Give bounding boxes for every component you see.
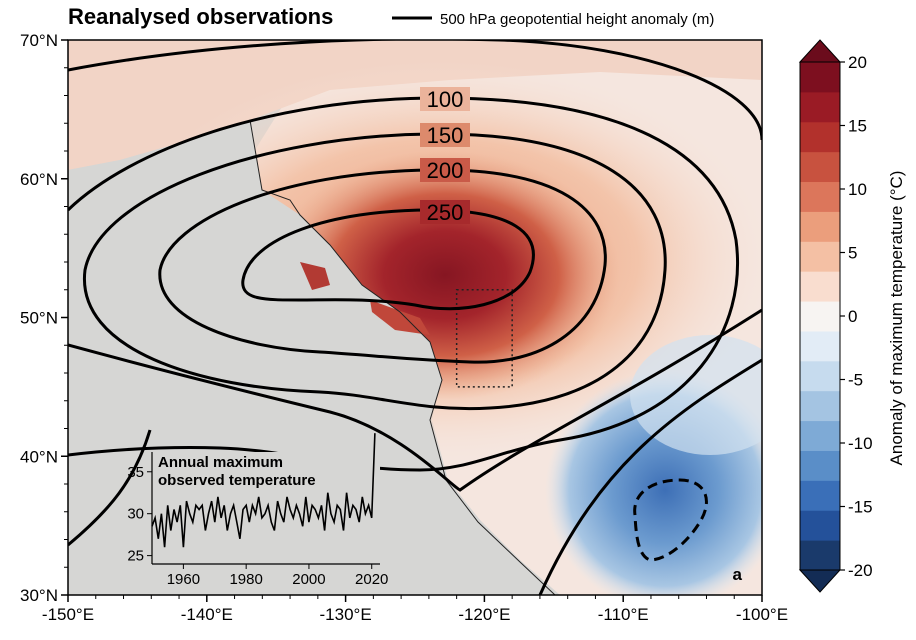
colorbar-tick-label: -15 [848, 498, 873, 517]
colorbar-segment [800, 540, 840, 571]
colorbar-tick-label: 0 [848, 307, 857, 326]
contour-50b [68, 308, 762, 492]
colorbar-segment [800, 181, 840, 212]
contour-label-200: 200 [427, 158, 464, 183]
highlight-box [455, 289, 513, 388]
colorbar-segment [800, 62, 840, 93]
contour-label-150: 150 [427, 123, 464, 148]
inset-series-line [151, 433, 376, 548]
colorbar-tick-label: 20 [848, 53, 867, 72]
legend-label: 500 hPa geopotential height anomaly (m) [440, 11, 714, 28]
contour-250 [241, 208, 535, 311]
contour-50 [68, 40, 762, 141]
contour-label-100: 100 [427, 87, 464, 112]
cool-patch [630, 335, 762, 455]
label-bg-150 [420, 123, 470, 147]
colorbar-tick-label: 10 [848, 180, 867, 199]
colorbar-segment [800, 390, 840, 422]
y-axis: 30°N 40°N 50°N 60°N 70°N [20, 31, 68, 605]
x-tick-label: -120°E [458, 605, 510, 624]
x-tick-label: -100°E [736, 605, 788, 624]
inset-y-tick-label: 25 [127, 548, 144, 565]
y-tick-label: 50°N [20, 309, 58, 328]
panel-letter: a [733, 565, 743, 584]
x-tick-label: -110°E [598, 605, 649, 624]
contour-100 [68, 96, 739, 472]
inset-chart: Annual maximum observed temperature 35 30… [127, 433, 388, 588]
contour-label-250: 250 [427, 200, 464, 225]
colorbar-segment [800, 271, 840, 302]
colorbar-segment [800, 330, 840, 362]
figure-title: Reanalysed observations [68, 4, 333, 29]
colorbar-bottom-arrow [798, 569, 842, 593]
contour-200 [158, 168, 607, 364]
y-tick-label: 70°N [20, 31, 58, 50]
inset-x-tick-label: 2020 [355, 571, 388, 588]
colorbar-top-arrow [798, 39, 842, 63]
y-tick-label: 40°N [20, 447, 58, 466]
label-bg-250 [420, 200, 470, 224]
colorbar-segment [800, 151, 840, 183]
inset-title-line2: observed temperature [158, 472, 316, 489]
x-tick-label: -140°E [181, 605, 233, 624]
colorbar-segment [800, 91, 840, 123]
colorbar-segment [800, 121, 840, 153]
contour-150 [83, 132, 667, 411]
colorbar-tick-label: 15 [848, 117, 867, 136]
inset-title-line1: Annual maximum [158, 454, 283, 471]
label-bg-200 [420, 158, 470, 182]
coastline [249, 119, 556, 595]
x-tick-label: -150°E [42, 605, 94, 624]
inset-x-tick-label: 1960 [167, 571, 200, 588]
y-tick-label: 60°N [20, 170, 58, 189]
alaska-land [68, 40, 762, 170]
negative-contour [633, 478, 708, 562]
colorbar-segment [800, 480, 840, 511]
colorbar-tick-label: -5 [848, 371, 863, 390]
colorbar-tick-label: 5 [848, 244, 857, 263]
colorbar-segment [800, 420, 840, 451]
y-tick-label: 30°N [20, 586, 58, 605]
colorbar-segment [800, 301, 840, 332]
inset-y-tick-label: 30 [127, 506, 144, 523]
inset-x-tick-label: 1980 [229, 571, 262, 588]
haida-gwaii [300, 262, 330, 290]
colorbar-tick-label: -10 [848, 434, 873, 453]
label-bg-100 [420, 87, 470, 111]
colorbar-segment [800, 450, 840, 481]
colorbar-segment [800, 211, 840, 242]
colorbar-segment [800, 510, 840, 541]
vancouver-island [370, 300, 430, 335]
inset-y-tick-label: 35 [127, 464, 144, 481]
x-axis: -150°E -140°E -130°E -120°E -110°E -100°E [42, 595, 788, 624]
inset-background [152, 452, 380, 564]
contour-0 [68, 429, 152, 547]
inset-x-tick-label: 2000 [292, 571, 325, 588]
colorbar-tick-label: -20 [848, 561, 873, 580]
contour-0b [538, 358, 762, 595]
contour-lines [68, 40, 762, 595]
colorbar [798, 39, 842, 593]
x-tick-label: -130°E [320, 605, 372, 624]
colorbar-label: Anomaly of maximum temperature (°C) [887, 171, 906, 466]
colorbar-segment [800, 360, 840, 392]
colorbar-segment [800, 241, 840, 272]
colorbar-ticks: 20 15 10 5 0 -5 -10 -15 -20 [840, 53, 873, 580]
